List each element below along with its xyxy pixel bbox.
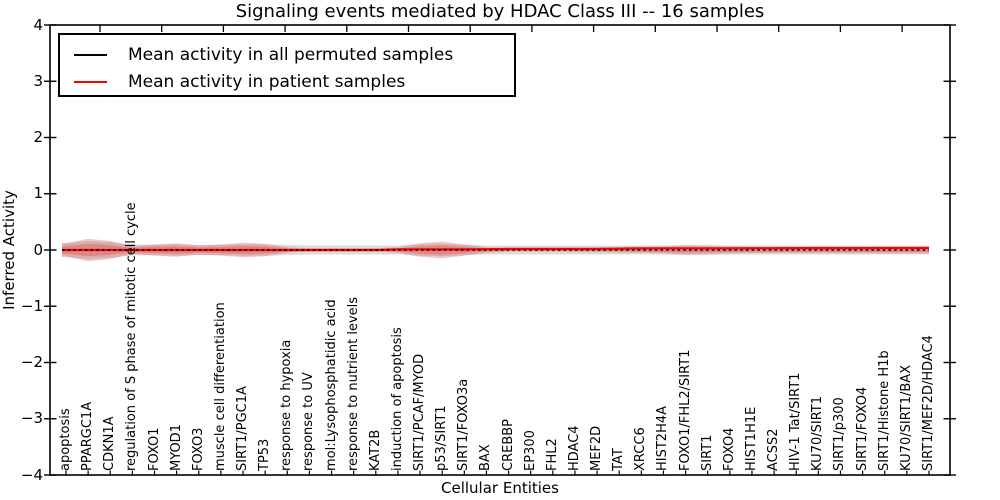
category-label: response to nutrient levels xyxy=(345,296,361,471)
legend-label: Mean activity in patient samples xyxy=(128,71,406,92)
category-label: FOXO1 xyxy=(146,427,162,471)
category-label: CREBBP xyxy=(500,419,516,471)
plot-border xyxy=(49,24,951,476)
category-label: FOXO1/FHL2/SIRT1 xyxy=(677,349,693,471)
permuted-line-swatch xyxy=(74,53,107,56)
category-label: PPARGC1A xyxy=(80,401,96,471)
patient-line-swatch xyxy=(74,80,107,83)
category-label: SIRT1/FOXO4 xyxy=(854,386,870,471)
category-label: FHL2 xyxy=(544,438,560,471)
x-axis-label: Cellular Entities xyxy=(441,479,559,497)
category-label: apoptosis xyxy=(58,408,73,471)
legend-item-patient: Mean activity in patient samples xyxy=(74,68,514,95)
category-label: HIV-1 Tat/SIRT1 xyxy=(788,372,804,471)
category-label: mol:Lysophosphatidic acid xyxy=(323,299,339,471)
category-label: FOXO3 xyxy=(190,427,206,471)
category-label: TAT xyxy=(611,448,627,471)
category-label: HDAC4 xyxy=(566,425,582,471)
category-label: HIST2H4A xyxy=(655,405,671,471)
category-label: XRCC6 xyxy=(633,427,649,471)
chart-title: Signaling events mediated by HDAC Class … xyxy=(235,1,765,22)
category-label: EP300 xyxy=(522,430,538,471)
category-label: MYOD1 xyxy=(168,424,184,471)
category-label: CDKN1A xyxy=(102,416,118,471)
category-label: p53/SIRT1 xyxy=(434,405,450,471)
category-label: MEF2D xyxy=(589,425,605,471)
y-tick-label: −1 xyxy=(20,296,43,315)
category-label: SIRT1/PCAF/MYOD xyxy=(412,353,428,471)
category-label: SIRT1/Histone H1b xyxy=(876,350,892,471)
category-label: KAT2B xyxy=(367,429,383,471)
category-label: HIST1H1E xyxy=(743,406,759,471)
category-label: SIRT1/p300 xyxy=(832,397,848,471)
category-label: response to UV xyxy=(301,372,317,471)
category-label: FOXO4 xyxy=(721,427,737,471)
category-label: response to hypoxia xyxy=(279,339,295,471)
category-label: SIRT1/FOXO3a xyxy=(456,378,472,471)
category-label: muscle cell differentiation xyxy=(212,302,228,471)
category-label: induction of apoptosis xyxy=(389,327,405,471)
category-label: SIRT1 xyxy=(699,434,715,471)
legend-item-permuted: Mean activity in all permuted samples xyxy=(74,41,514,68)
category-label: KU70/SIRT1 xyxy=(810,396,826,471)
category-label: KU70/SIRT1/BAX xyxy=(898,364,914,471)
legend-box: Mean activity in all permuted samples Me… xyxy=(58,33,516,97)
y-tick-label: 1 xyxy=(33,184,43,203)
category-label: SIRT1/MEF2D/HDAC4 xyxy=(921,335,936,471)
y-tick-label: 4 xyxy=(33,15,43,34)
category-label: TP53 xyxy=(257,438,273,471)
y-tick-label: 3 xyxy=(33,71,43,90)
y-tick-label: 2 xyxy=(33,128,43,146)
y-tick-label: −3 xyxy=(20,409,43,428)
category-label: SIRT1/PGC1A xyxy=(235,386,251,471)
y-tick-label: −2 xyxy=(20,353,43,371)
legend-label: Mean activity in all permuted samples xyxy=(128,44,454,65)
y-tick-label: −4 xyxy=(20,465,43,484)
category-label: BAX xyxy=(478,444,494,471)
category-label: regulation of S phase of mitotic cell cy… xyxy=(124,202,140,471)
patient-mean-line xyxy=(62,246,929,252)
mean-lines xyxy=(62,246,929,252)
category-label: ACSS2 xyxy=(766,428,782,471)
y-tick-label: 0 xyxy=(33,240,43,259)
